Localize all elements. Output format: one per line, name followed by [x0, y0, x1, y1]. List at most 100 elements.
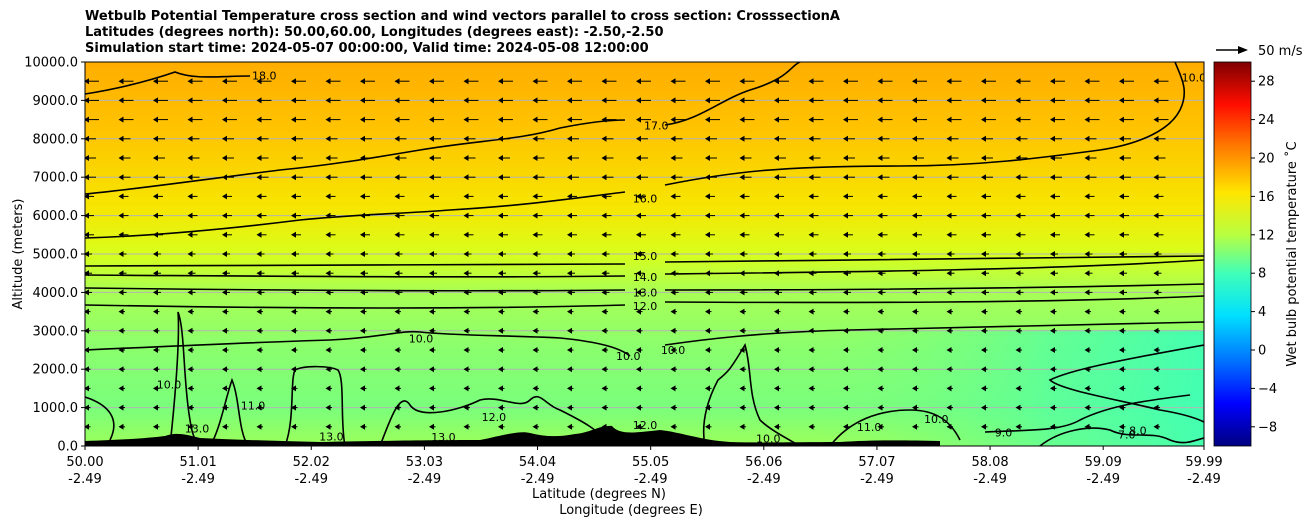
- wind-vector-head: [1015, 366, 1021, 373]
- wind-vector-head: [670, 423, 676, 430]
- wind-vector-head: [981, 270, 986, 277]
- wind-vector-head: [256, 174, 262, 181]
- contour-13-west: [85, 287, 626, 292]
- quiver-key: 50 m/s: [1216, 44, 1303, 59]
- wind-vector-head: [360, 97, 365, 104]
- wind-vector-head: [1050, 423, 1055, 430]
- wind-vector-head: [912, 97, 917, 104]
- wind-vector-head: [360, 308, 365, 315]
- wind-vector-head: [463, 327, 469, 334]
- wind-vector-head: [498, 289, 503, 296]
- wind-vector-head: [325, 231, 331, 238]
- wind-vector-head: [1084, 251, 1090, 257]
- wind-vector-head: [291, 135, 296, 142]
- wind-vector-head: [946, 347, 952, 353]
- wind-vector-head: [636, 308, 641, 315]
- wind-vector-head: [85, 347, 89, 353]
- wind-vector-head: [360, 116, 365, 123]
- wind-vector-head: [429, 116, 434, 123]
- wind-vector-head: [532, 193, 538, 200]
- wind-vector-head: [567, 193, 572, 200]
- wind-vector-head: [567, 404, 572, 411]
- contour-10-east: [664, 321, 1204, 346]
- wind-vector-head: [1084, 347, 1090, 353]
- wind-vector-head: [981, 193, 986, 200]
- wind-vector-head: [187, 78, 193, 85]
- colorbar: [1213, 61, 1252, 447]
- wind-vector-head: [463, 385, 469, 392]
- wind-vector-head: [1015, 155, 1021, 161]
- wind-vector-head: [981, 212, 986, 219]
- wind-vector-head: [1084, 97, 1090, 104]
- wind-vector-head: [222, 423, 227, 430]
- wind-vector-head: [808, 251, 814, 257]
- wind-vector-head: [429, 97, 434, 104]
- wind-vector-head: [1050, 289, 1055, 296]
- wind-vector-head: [291, 251, 296, 257]
- wind-vector-head: [912, 231, 917, 238]
- wind-vector-head: [153, 423, 158, 430]
- wind-vector-head: [118, 231, 124, 238]
- wind-vector-head: [222, 385, 227, 392]
- x-tick-label-lat: 54.04: [519, 455, 556, 470]
- wind-vector-head: [739, 385, 745, 392]
- wind-vector-head: [222, 347, 227, 353]
- wind-vector-head: [1153, 78, 1159, 85]
- x-tick-label-lat: 56.06: [745, 455, 782, 470]
- wind-vector-head: [981, 116, 986, 123]
- wind-vector-head: [1084, 404, 1090, 411]
- wind-vector-head: [118, 193, 124, 200]
- wind-vector-head: [85, 116, 89, 123]
- wind-vector-head: [774, 366, 779, 373]
- wind-vector-head: [739, 97, 745, 104]
- wind-vector-head: [187, 135, 193, 142]
- wind-vector-head: [394, 231, 400, 238]
- wind-vector-head: [498, 251, 503, 257]
- wind-vector-head: [567, 366, 572, 373]
- wind-vector-head: [463, 116, 469, 123]
- wind-vector-head: [601, 174, 607, 181]
- wind-vector-head: [946, 308, 952, 315]
- x-tick-label-lat: 59.99: [1185, 455, 1222, 470]
- wind-vector-head: [498, 404, 503, 411]
- wind-vector-head: [85, 97, 89, 104]
- x-axis: 50.00 -2.49 51.01 -2.49 52.02 -2.49 53.03 -2.49…: [66, 446, 1223, 487]
- wind-vector-head: [429, 212, 434, 219]
- colorbar-label: Wet bulb potential temperature ˚C: [1284, 141, 1300, 366]
- wind-vector-head: [1153, 327, 1159, 334]
- wind-vector-head: [429, 404, 434, 411]
- wind-vector-head: [1015, 193, 1021, 200]
- wind-vector-head: [187, 251, 193, 257]
- wind-vector-head: [843, 385, 848, 392]
- wind-vector-head: [1119, 135, 1124, 142]
- wind-vector-head: [532, 231, 538, 238]
- wind-vector-head: [567, 97, 572, 104]
- contour-15-west: [85, 263, 626, 267]
- wind-vector-head: [1119, 212, 1124, 219]
- wind-vector-head: [843, 116, 848, 123]
- wind-vector-head: [1153, 347, 1159, 353]
- wind-vector-head: [118, 212, 124, 219]
- wind-vector-head: [291, 404, 296, 411]
- wind-vector-head: [670, 231, 676, 238]
- wind-vector-head: [808, 270, 814, 277]
- wind-vector-head: [429, 155, 434, 161]
- wind-vector-head: [670, 308, 676, 315]
- wind-vector-head: [153, 193, 158, 200]
- wind-vector-head: [946, 327, 952, 334]
- wind-vector-head: [774, 423, 779, 430]
- wind-vector-head: [118, 347, 124, 353]
- wind-vector-head: [532, 308, 538, 315]
- x-tick-label-lat: 52.02: [293, 455, 330, 470]
- wind-vector-head: [808, 327, 814, 334]
- wind-vector-head: [946, 78, 952, 85]
- wind-vector-head: [394, 251, 400, 257]
- wind-vector-head: [1050, 251, 1055, 257]
- wind-vector-head: [187, 404, 193, 411]
- wind-vector-head: [532, 404, 538, 411]
- wind-vector-head: [567, 251, 572, 257]
- wind-vector-head: [808, 231, 814, 238]
- wind-vector-head: [739, 212, 745, 219]
- wind-vector-head: [291, 78, 296, 85]
- wind-vector-head: [946, 366, 952, 373]
